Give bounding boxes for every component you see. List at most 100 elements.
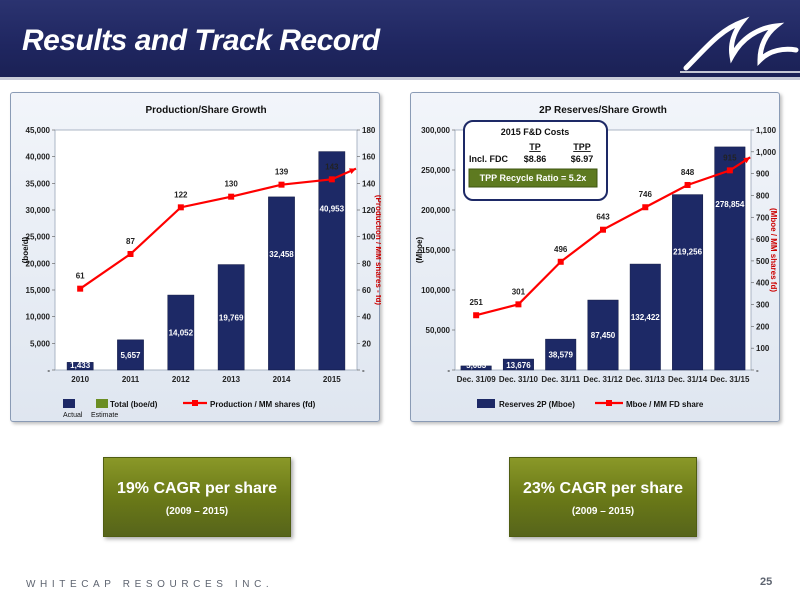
bar xyxy=(502,358,534,371)
bar-value-label: 132,422 xyxy=(631,313,660,322)
y2-tick-label: 200 xyxy=(756,322,770,331)
chart-title: 2P Reserves/Share Growth xyxy=(539,105,667,116)
line-point xyxy=(473,312,480,319)
page-title: Results and Track Record xyxy=(22,24,380,57)
bar-value-label: 5,657 xyxy=(120,351,141,360)
bar xyxy=(714,146,746,371)
y-tick-label: 5,000 xyxy=(30,339,51,348)
bar xyxy=(268,196,295,371)
y2-tick-label: 600 xyxy=(756,235,770,244)
y2-tick-label: 900 xyxy=(756,170,770,179)
legend-line-point xyxy=(192,400,198,406)
line-point xyxy=(177,204,184,211)
bar xyxy=(318,151,346,371)
line-value-label: 61 xyxy=(76,272,85,281)
production-chart-panel: Production/Share Growth - 5,000 10,000 15,00… xyxy=(10,92,381,422)
y2-tick-label: 100 xyxy=(362,233,376,242)
bar-value-label: 1,433 xyxy=(70,361,91,370)
whitecap-logo xyxy=(680,16,800,73)
y2-axis-label: (Mboe / MM shares fd) xyxy=(769,208,778,292)
x-tick-label: Dec. 31/15 xyxy=(710,375,750,384)
y2-tick-label: 60 xyxy=(362,286,371,295)
y2-tick-label: - xyxy=(756,366,759,375)
bar-value-label: 5,083 xyxy=(466,361,487,370)
line-point xyxy=(726,167,733,174)
line-value-label: 496 xyxy=(554,245,568,254)
line-value-label: 848 xyxy=(681,168,695,177)
line-value-label: 643 xyxy=(596,213,610,222)
y-tick-label: 150,000 xyxy=(421,246,450,255)
y-tick-label: 50,000 xyxy=(426,326,451,335)
y2-tick-label: 1,000 xyxy=(756,148,777,157)
line-point xyxy=(328,176,335,183)
line-value-label: 143 xyxy=(325,162,339,171)
company-name: WHITECAP RESOURCES INC. xyxy=(26,579,274,590)
line-point xyxy=(684,181,691,188)
fd-row-label: Incl. FDC xyxy=(469,154,509,164)
bar xyxy=(629,263,661,371)
bar xyxy=(117,339,144,371)
chart-title: Production/Share Growth xyxy=(145,105,266,116)
fd-costs-title: 2015 F&D Costs xyxy=(501,127,570,137)
fd-value-tp: $8.86 xyxy=(524,154,547,164)
x-tick-label: 2010 xyxy=(71,375,89,384)
recycle-ratio-text: TPP Recycle Ratio = 5.2x xyxy=(480,173,587,183)
line-point xyxy=(127,251,134,257)
y2-tick-label: 80 xyxy=(362,259,371,268)
y2-tick-label: 700 xyxy=(756,213,770,222)
legend-swatch-bars xyxy=(477,399,495,408)
y2-tick-label: 500 xyxy=(756,257,770,266)
line-value-label: 130 xyxy=(224,180,238,189)
x-tick-label: 2013 xyxy=(222,375,240,384)
line-point xyxy=(600,226,606,233)
reserves-chart: 2P Reserves/Share Growth - 50,000 100,000 15… xyxy=(415,105,778,409)
line-arrowhead xyxy=(743,157,751,164)
x-tick-label: Dec. 31/10 xyxy=(499,375,539,384)
fd-col-tp: TP xyxy=(529,142,541,152)
y-tick-label: 15,000 xyxy=(26,286,51,295)
bar-value-label: 219,256 xyxy=(673,248,702,257)
legend-label-bars: Total (boe/d) xyxy=(110,400,158,409)
page-number: 25 xyxy=(760,576,773,588)
x-tick-label: Dec. 31/11 xyxy=(541,375,580,384)
cagr-period: (2009 – 2015) xyxy=(571,506,635,517)
cagr-value: 23% CAGR per share xyxy=(522,480,684,497)
fd-value-tpp: $6.97 xyxy=(571,154,594,164)
line-value-label: 915 xyxy=(723,153,737,162)
reserves-cagr-box: 23% CAGR per share (2009 – 2015) xyxy=(509,457,697,537)
line-value-label: 746 xyxy=(639,190,653,199)
bar-value-label: 40,953 xyxy=(320,205,345,214)
line-value-label: 251 xyxy=(469,298,483,307)
x-tick-label: Dec. 31/12 xyxy=(583,375,623,384)
bar xyxy=(66,362,94,371)
x-tick-label: 2015 xyxy=(323,375,341,384)
y-tick-label: 25,000 xyxy=(26,233,51,242)
cagr-value: 19% CAGR per share xyxy=(116,480,278,497)
legend-swatch-actual xyxy=(63,399,75,408)
line-arrowhead xyxy=(348,168,356,174)
line-value-label: 301 xyxy=(512,287,526,296)
line-point xyxy=(278,181,285,188)
x-tick-label: Dec. 31/14 xyxy=(668,375,708,384)
y2-tick-label: 100 xyxy=(756,344,770,353)
y-tick-label: - xyxy=(447,366,450,375)
x-tick-label: 2014 xyxy=(273,375,291,384)
legend-line-point xyxy=(606,400,612,406)
y2-tick-label: 120 xyxy=(362,206,376,215)
y2-tick-label: 140 xyxy=(362,179,376,188)
y-axis-label: (boe/d) xyxy=(21,236,30,263)
cagr-period: (2009 – 2015) xyxy=(165,506,229,517)
legend-label-line: Mboe / MM FD share xyxy=(626,400,704,409)
bar-value-label: 87,450 xyxy=(591,331,616,340)
y2-tick-label: 40 xyxy=(362,313,371,322)
reserves-chart-panel: 2P Reserves/Share Growth - 50,000 100,000 15… xyxy=(410,92,780,422)
y-tick-label: 100,000 xyxy=(421,286,450,295)
bar xyxy=(460,365,492,371)
recycle-ratio-badge xyxy=(468,168,598,188)
y2-tick-label: 400 xyxy=(756,279,770,288)
line-value-label: 122 xyxy=(174,190,188,199)
bar xyxy=(545,338,577,371)
x-tick-label: Dec. 31/09 xyxy=(457,375,497,384)
legend-label-bars: Reserves 2P (Mboe) xyxy=(499,400,575,409)
series-line xyxy=(475,156,751,317)
